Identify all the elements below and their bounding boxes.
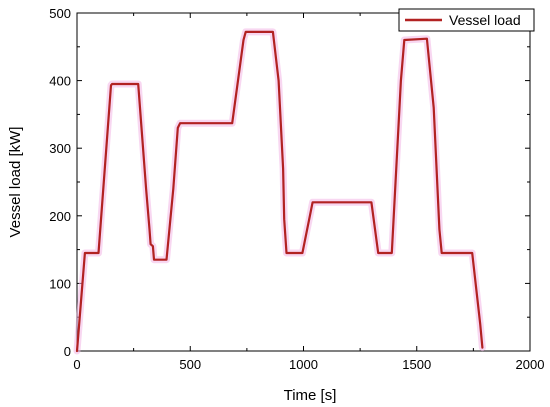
series-line-vessel-load [75, 30, 484, 353]
x-tick-label: 500 [179, 357, 201, 372]
y-tick-label: 400 [49, 74, 71, 89]
legend: Vessel load [398, 8, 535, 32]
y-axis-ticks: 0 100 200 300 400 500 [49, 6, 530, 359]
series-halo [73, 28, 486, 355]
series-layer [73, 28, 486, 355]
x-tick-label: 2000 [516, 357, 545, 372]
y-tick-label: 200 [49, 209, 71, 224]
y-tick-label: 100 [49, 276, 71, 291]
x-tick-label: 1000 [289, 357, 318, 372]
y-tick-label: 500 [49, 6, 71, 21]
x-tick-label: 1500 [402, 357, 431, 372]
y-axis-title: Vessel load [kW] [7, 127, 24, 238]
legend-label: Vessel load [449, 12, 521, 28]
y-tick-label: 300 [49, 141, 71, 156]
legend-box [398, 8, 535, 32]
x-axis-title: Time [s] [284, 387, 337, 404]
y-tick-label: 0 [64, 344, 71, 359]
x-tick-label: 0 [73, 357, 80, 372]
